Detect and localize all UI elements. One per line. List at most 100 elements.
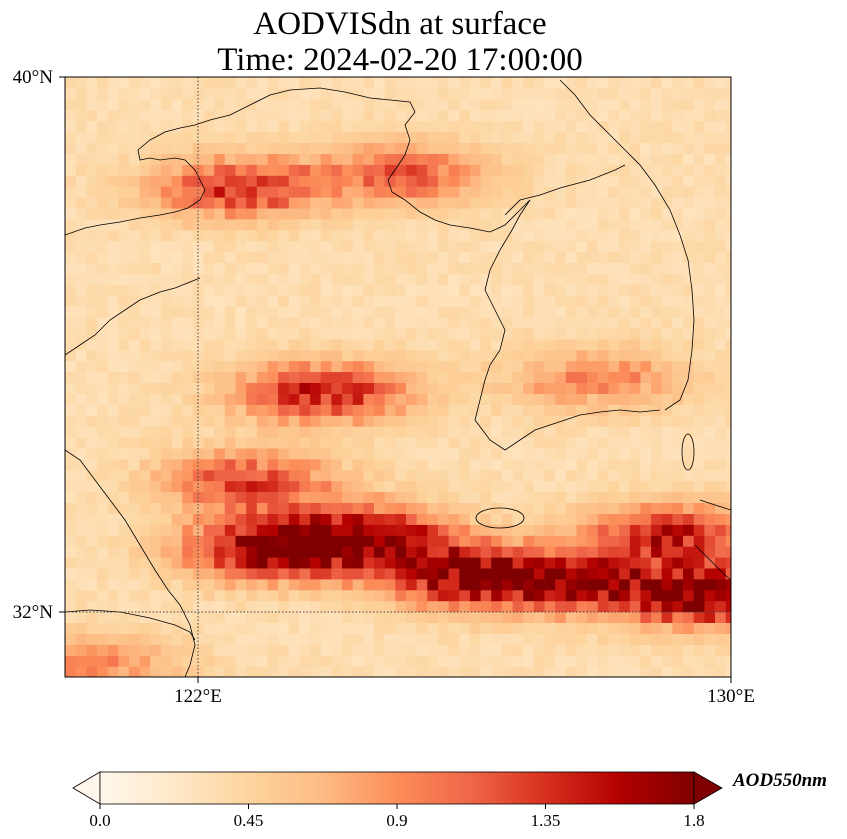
aod-cell bbox=[256, 458, 269, 471]
aod-cell bbox=[438, 655, 450, 667]
aod-cell bbox=[715, 622, 727, 634]
aod-cell bbox=[512, 480, 524, 493]
aod-cell bbox=[171, 491, 183, 503]
aod-cell bbox=[395, 404, 407, 416]
aod-cell bbox=[65, 55, 76, 66]
aod-cell bbox=[715, 197, 727, 209]
aod-cell bbox=[65, 666, 77, 677]
aod-cell bbox=[192, 229, 205, 242]
aod-cell bbox=[395, 415, 407, 427]
aod-cell bbox=[459, 382, 471, 394]
aod-cell bbox=[342, 589, 354, 602]
aod-cell bbox=[86, 164, 98, 176]
aod-cell bbox=[704, 600, 716, 613]
aod-cell bbox=[736, 328, 747, 340]
aod-cell bbox=[683, 349, 695, 362]
aod-cell bbox=[651, 469, 663, 482]
aod-cell bbox=[342, 153, 354, 165]
aod-cell bbox=[86, 480, 98, 493]
aod-cell bbox=[97, 458, 109, 471]
aod-cell bbox=[246, 87, 258, 100]
aod-cell bbox=[384, 349, 396, 362]
aod-cell bbox=[576, 447, 588, 460]
aod-cell bbox=[278, 535, 290, 547]
aod-cell bbox=[640, 524, 652, 536]
aod-cell bbox=[171, 131, 183, 143]
aod-cell bbox=[597, 120, 610, 133]
aod-cell bbox=[139, 426, 151, 438]
aod-cell bbox=[512, 611, 524, 623]
aod-cell bbox=[725, 557, 731, 569]
aod-cell bbox=[86, 77, 98, 89]
aod-cell bbox=[608, 186, 620, 198]
aod-cell bbox=[363, 513, 375, 525]
aod-cell bbox=[246, 502, 258, 514]
aod-cell bbox=[331, 207, 343, 220]
aod-cell bbox=[587, 120, 599, 133]
aod-cell bbox=[448, 338, 460, 351]
aod-cell bbox=[523, 317, 535, 329]
aod-cell bbox=[352, 415, 364, 427]
aod-cell bbox=[715, 458, 727, 471]
aod-cell bbox=[565, 622, 578, 634]
aod-cell bbox=[320, 273, 332, 285]
aod-cell bbox=[512, 622, 524, 634]
aod-cell bbox=[256, 131, 269, 143]
aod-cell bbox=[448, 98, 460, 111]
aod-cell bbox=[469, 371, 482, 383]
aod-cell bbox=[363, 349, 375, 362]
aod-cell bbox=[342, 502, 354, 514]
aod-cell bbox=[288, 480, 301, 493]
aod-cell bbox=[86, 524, 98, 536]
aod-cell bbox=[608, 600, 620, 613]
aod-cell bbox=[352, 426, 364, 438]
map-subtitle-time: Time: 2024-02-20 17:00:00 bbox=[217, 42, 583, 78]
aod-cell bbox=[288, 655, 301, 667]
aod-cell bbox=[651, 437, 663, 449]
aod-cell bbox=[203, 338, 215, 351]
aod-cell bbox=[395, 666, 407, 677]
aod-cell bbox=[320, 317, 332, 329]
aod-cell bbox=[224, 524, 237, 536]
aod-cell bbox=[438, 557, 450, 569]
aod-cell bbox=[533, 382, 546, 394]
aod-cell bbox=[469, 229, 482, 242]
aod-cell bbox=[246, 655, 258, 667]
aod-cell bbox=[97, 546, 109, 558]
aod-cell bbox=[416, 502, 428, 514]
aod-cell bbox=[448, 240, 460, 253]
aod-cell bbox=[512, 666, 524, 677]
aod-cell bbox=[661, 437, 673, 449]
aod-cell bbox=[576, 77, 588, 78]
aod-cell bbox=[75, 622, 87, 634]
aod-cell bbox=[661, 535, 673, 547]
aod-cell bbox=[406, 186, 418, 198]
aod-cell bbox=[395, 87, 407, 100]
aod-cell bbox=[544, 306, 556, 318]
aod-cell bbox=[97, 600, 109, 613]
aod-cell bbox=[331, 633, 343, 645]
aod-cell bbox=[235, 218, 247, 231]
aod-cell bbox=[299, 306, 311, 318]
aod-cell bbox=[320, 306, 332, 318]
aod-cell bbox=[107, 109, 119, 122]
aod-cell bbox=[139, 480, 151, 493]
aod-cell bbox=[672, 317, 684, 329]
aod-cell bbox=[128, 382, 141, 394]
aod-cell bbox=[97, 480, 109, 493]
aod-cell bbox=[118, 251, 130, 263]
aod-cell bbox=[128, 175, 141, 187]
aod-cell bbox=[406, 458, 418, 471]
aod-cell bbox=[288, 251, 301, 263]
aod-cell bbox=[107, 120, 119, 133]
aod-cell bbox=[107, 589, 119, 602]
aod-cell bbox=[427, 644, 439, 656]
colorbar-gradient bbox=[99, 771, 695, 805]
aod-cell bbox=[267, 589, 279, 602]
aod-cell bbox=[128, 491, 141, 503]
aod-cell bbox=[448, 109, 460, 122]
aod-cell bbox=[182, 317, 194, 329]
aod-cell bbox=[736, 175, 747, 187]
aod-cell bbox=[160, 382, 173, 394]
aod-cell bbox=[352, 655, 364, 667]
